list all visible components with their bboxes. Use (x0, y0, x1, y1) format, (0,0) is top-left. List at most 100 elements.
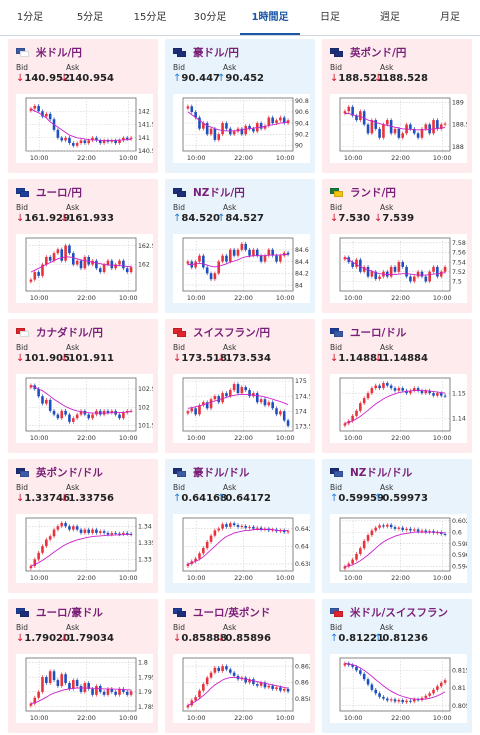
candle-body (194, 558, 197, 562)
ask-label: Ask (66, 623, 80, 632)
candlestick-chart[interactable]: 10:00 22:00 10:00 0.862 0.86 0.858 (173, 654, 310, 723)
currency-card[interactable]: 米ドル/スイスフラン Bid Ask ↑0.81221 ↑0.81236 10:00 22:… (322, 599, 472, 733)
currency-pair-name[interactable]: 英ポンド/ドル (36, 466, 103, 479)
tab-timeframe[interactable]: 15分足 (133, 12, 167, 23)
currency-card[interactable]: 豪ドル/ドル Bid Ask ↑0.64168 ↑0.64172 10:00 22:00 10… (165, 459, 315, 593)
candle-body (225, 123, 228, 129)
candle-body (259, 255, 263, 262)
candle-body (275, 408, 278, 415)
candlestick-chart[interactable]: 10:00 22:00 10:00 175 174.5 174 173.5 (173, 374, 310, 443)
currency-card[interactable]: ユーロ/英ポンド Bid Ask ↓0.85888 ↓0.85896 10:00 22:00… (165, 599, 315, 733)
x-tick-label: 10:00 (433, 434, 452, 442)
currency-card[interactable]: ユーロ/ドル Bid Ask ↓1.14881 ↓1.14884 10:00 22:00 10… (322, 319, 472, 453)
currency-pair-name[interactable]: 米ドル/円 (36, 46, 82, 59)
currency-pair-name[interactable]: スイスフラン/円 (193, 326, 271, 339)
y-tick-label: 142 (138, 108, 150, 115)
candlestick-chart[interactable]: 10:00 22:00 10:00 0.602 0.6 0.598 0.596 0.594 (330, 514, 467, 583)
currency-pair-name[interactable]: カナダドル/円 (36, 326, 103, 339)
candlestick-chart[interactable]: 10:00 22:00 10:00 90.8 90.6 90.4 90.2 90 (173, 94, 310, 163)
currency-card[interactable]: ランド/円 Bid Ask ↓7.530 ↓7.539 10:00 22:00 10:00 7.… (322, 179, 472, 313)
arrow-down-icon: ↓ (330, 213, 339, 224)
candle-body (209, 672, 213, 678)
candle-body (359, 111, 362, 121)
candle-body (217, 528, 221, 531)
arrow-down-icon: ↓ (16, 633, 25, 644)
currency-pair-name[interactable]: 豪ドル/ドル (193, 466, 250, 479)
tab-timeframe[interactable]: 週足 (380, 12, 400, 23)
y-tick-label: 7.54 (452, 259, 466, 266)
y-tick-label: 90.6 (295, 109, 309, 116)
candle-body (355, 553, 358, 560)
bid-label: Bid (173, 483, 185, 492)
currency-card[interactable]: ユーロ/円 Bid Ask ↓161.929 ↓161.933 10:00 22:00 10:… (8, 179, 158, 313)
currency-pair-name[interactable]: NZドル/円 (193, 186, 245, 199)
y-tick-label: 162 (138, 262, 150, 269)
candle-body (194, 408, 197, 415)
flag-icon (16, 607, 29, 617)
candlestick-chart[interactable]: 10:00 22:00 10:00 0.815 0.81 0.805 (330, 654, 467, 723)
currency-pair-name[interactable]: ユーロ/英ポンド (193, 606, 271, 619)
currency-card[interactable]: 英ポンド/円 Bid Ask ↓188.521 ↓188.528 10:00 22:00 10… (322, 39, 472, 173)
candle-body (252, 249, 255, 256)
bid-value: 84.520 (181, 213, 220, 224)
y-tick-label: 140.5 (138, 148, 153, 155)
tab-timeframe[interactable]: 30分足 (193, 12, 227, 23)
currency-card[interactable]: ユーロ/豪ドル Bid Ask ↓1.79020 ↓1.79034 10:00 22:00 1… (8, 599, 158, 733)
arrow-down-icon: ↓ (374, 353, 383, 364)
tab-timeframe[interactable]: 日足 (320, 12, 340, 23)
candle-body (244, 243, 248, 250)
candle-body (202, 548, 205, 554)
currency-card[interactable]: 豪ドル/円 Bid Ask ↑90.447 ↑90.452 10:00 22:00 10:00… (165, 39, 315, 173)
y-tick-label: 1.15 (452, 390, 466, 397)
currency-card[interactable]: スイスフラン/円 Bid Ask ↓173.518 ↓173.534 10:00 22:00… (165, 319, 315, 453)
currency-pair-name[interactable]: ユーロ/ドル (350, 326, 407, 339)
candle-body (252, 679, 255, 685)
candle-body (378, 693, 381, 697)
candle-body (41, 546, 44, 553)
moving-average-line (30, 534, 132, 567)
currency-card[interactable]: 米ドル/円 Bid Ask ↓140.952 ↓140.954 10:00 22:00 10:… (8, 39, 158, 173)
chart-svg: 10:00 22:00 10:00 162.5 162 (25, 237, 153, 302)
tab-timeframe[interactable]: 1分足 (16, 12, 44, 23)
y-tick-label: 1.34 (138, 523, 152, 530)
candle-body (110, 410, 114, 413)
x-tick-label: 10:00 (344, 154, 363, 162)
candlestick-chart[interactable]: 10:00 22:00 10:00 1.8 1.795 1.79 1.785 (16, 654, 153, 723)
currency-pair-name[interactable]: ランド/円 (350, 186, 396, 199)
candlestick-chart[interactable]: 10:00 22:00 10:00 7.58 7.56 7.54 7.52 7.5 (330, 234, 467, 303)
candle-body (378, 276, 381, 279)
tab-timeframe[interactable]: 1時間足 (240, 0, 300, 35)
candlestick-chart[interactable]: 10:00 22:00 10:00 1.34 1.335 1.33 (16, 514, 153, 583)
tab-timeframe[interactable]: 5分足 (76, 12, 104, 23)
candlestick-chart[interactable]: 10:00 22:00 10:00 189 188.5 188 (330, 94, 467, 163)
candlestick-chart[interactable]: 10:00 22:00 10:00 84.6 84.4 84.2 84 (173, 234, 310, 303)
candle-body (122, 412, 125, 419)
candlestick-chart[interactable]: 10:00 22:00 10:00 162.5 162 (16, 234, 153, 303)
bid-value: 1.79020 (24, 633, 70, 644)
candle-body (118, 140, 121, 144)
currency-card[interactable]: NZドル/円 Bid Ask ↑84.520 ↑84.527 10:00 22:00 10:0… (165, 179, 315, 313)
y-tick-label: 174 (295, 409, 307, 416)
currency-card[interactable]: NZドル/ドル Bid Ask ↑0.59959 ↑0.59973 10:00 22:00 1… (322, 459, 472, 593)
currency-pair-name[interactable]: 豪ドル/円 (193, 46, 239, 59)
candlestick-chart[interactable]: 10:00 22:00 10:00 1.15 1.14 (330, 374, 467, 443)
candlestick-chart[interactable]: 10:00 22:00 10:00 0.642 0.64 0.638 (173, 514, 310, 583)
currency-pair-name[interactable]: 米ドル/スイスフラン (350, 606, 449, 619)
candlestick-chart[interactable]: 10:00 22:00 10:00 142 141.5 141 140.5 (16, 94, 153, 163)
candle-body (217, 667, 221, 672)
candle-body (118, 414, 121, 419)
currency-card[interactable]: 英ポンド/ドル Bid Ask ↓1.33746 ↓1.33756 10:00 22:00 1… (8, 459, 158, 593)
x-tick-label: 10:00 (276, 574, 295, 582)
currency-card[interactable]: カナダドル/円 Bid Ask ↓101.905 ↓101.911 10:00 22:00 1… (8, 319, 158, 453)
tab-timeframe[interactable]: 月足 (440, 12, 460, 23)
arrow-down-icon: ↓ (16, 73, 25, 84)
currency-pair-name[interactable]: ユーロ/豪ドル (36, 606, 103, 619)
currency-pair-name[interactable]: 英ポンド/円 (350, 46, 407, 59)
currency-pair-name[interactable]: NZドル/ドル (350, 466, 413, 479)
bid-price: ↓0.85888 (173, 633, 227, 644)
currency-pair-name[interactable]: ユーロ/円 (36, 186, 82, 199)
candle-body (271, 249, 274, 256)
candlestick-chart[interactable]: 10:00 22:00 10:00 102.5 102 101.5 (16, 374, 153, 443)
candle-body (359, 548, 362, 554)
candle-body (389, 699, 393, 701)
